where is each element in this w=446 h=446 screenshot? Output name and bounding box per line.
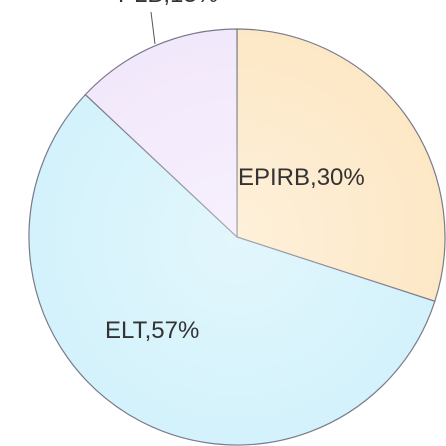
slice-label: EPIRB,30% xyxy=(238,164,365,191)
slice-label: ELT,57% xyxy=(105,317,199,344)
leader-line xyxy=(150,11,156,45)
slice-label: PLB,13% xyxy=(118,0,218,8)
